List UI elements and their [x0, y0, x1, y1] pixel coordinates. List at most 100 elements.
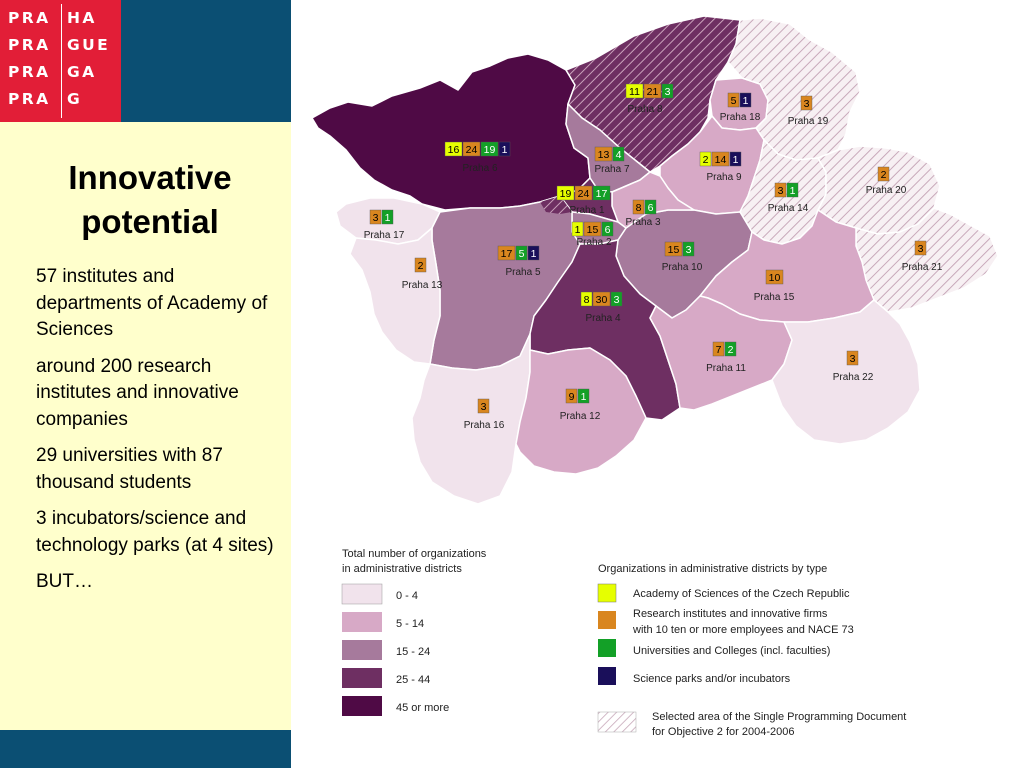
bullet-item: 57 institutes and departments of Academy…	[36, 266, 268, 340]
count-badge-research	[565, 388, 578, 404]
count-badge-value: 15	[587, 224, 599, 236]
count-badge-value: 5	[519, 248, 525, 260]
title-line: Innovative	[68, 159, 232, 196]
count-badge-value: 1	[743, 95, 749, 107]
district-label: Praha 19	[788, 116, 829, 127]
legend-type-label: with 10 ten or more employees and NACE 7…	[632, 624, 854, 636]
count-badge-value: 3	[665, 86, 671, 98]
count-badge-value: 1	[733, 154, 739, 166]
count-badge-value: 19	[560, 188, 572, 200]
count-badge-research	[727, 92, 740, 108]
count-badge-value: 2	[703, 154, 709, 166]
count-badge-value: 1	[575, 224, 581, 236]
district-label: Praha 5	[505, 267, 540, 278]
count-badge-universities	[610, 291, 623, 307]
district-label: Praha 16	[464, 420, 505, 431]
count-badge-value: 3	[481, 401, 487, 413]
legend-total-title: Total number of organizations	[342, 548, 487, 560]
legend-type-label: Science parks and/or incubators	[633, 673, 791, 685]
district-praha-13[interactable]	[349, 227, 441, 365]
title-line: potential	[81, 203, 219, 240]
count-badge-academy	[625, 83, 644, 99]
count-badge-universities	[682, 241, 695, 257]
legend-type-label: Research institutes and innovative firms	[633, 608, 828, 620]
count-badge-universities	[612, 146, 625, 162]
district-praha-22[interactable]	[771, 299, 921, 445]
district-label: Praha 21	[902, 262, 943, 273]
count-badge-value: 5	[731, 95, 737, 107]
district-label: Praha 14	[768, 203, 809, 214]
count-badge-research	[664, 241, 683, 257]
bullet-item: BUT…	[36, 571, 93, 592]
map-legend: Total number of organizations in adminis…	[341, 548, 906, 738]
count-badge-value: 3	[918, 243, 924, 255]
count-badge-value: 6	[648, 202, 654, 214]
district-label: Praha 20	[866, 185, 907, 196]
count-badge-value: 13	[598, 149, 610, 161]
count-badge-research	[914, 240, 927, 256]
legend-swatch-universities	[598, 639, 616, 657]
count-badge-value: 16	[448, 144, 460, 156]
logo-text: GA	[67, 63, 97, 81]
legend-type-title: Organizations in administrative district…	[598, 563, 827, 575]
count-badge-research	[477, 398, 490, 414]
district-label: Praha 2	[576, 237, 611, 248]
count-badge-universities	[480, 141, 499, 157]
legend-class-label: 45 or more	[396, 702, 449, 714]
count-badge-parks	[527, 245, 540, 261]
count-badge-academy	[571, 221, 584, 237]
legend-class-label: 0 - 4	[396, 590, 418, 602]
legend-type-label: Academy of Sciences of the Czech Republi…	[633, 588, 850, 600]
count-badge-value: 21	[647, 86, 659, 98]
count-badge-research	[497, 245, 516, 261]
bullet-item: 29 universities with 87 thousand student…	[36, 445, 223, 493]
count-badge-value: 2	[728, 344, 734, 356]
count-badge-value: 2	[881, 169, 887, 181]
count-badge-value: 8	[636, 202, 642, 214]
count-badge-universities	[381, 209, 394, 225]
count-badge-value: 24	[578, 188, 590, 200]
district-label: Praha 8	[627, 104, 662, 115]
district-praha-16[interactable]	[411, 333, 531, 505]
count-badge-academy	[444, 141, 463, 157]
count-badge-research	[711, 151, 730, 167]
page-title: Innovative potential	[20, 156, 280, 244]
count-badge-value: 6	[605, 224, 611, 236]
district-label: Praha 15	[754, 292, 795, 303]
count-badge-universities	[515, 245, 528, 261]
count-badge-value: 1	[502, 144, 508, 156]
district-praha-6[interactable]	[311, 53, 591, 211]
count-badge-value: 4	[616, 149, 622, 161]
count-badge-research	[583, 221, 602, 237]
count-badge-value: 2	[418, 260, 424, 272]
count-badge-research	[632, 199, 645, 215]
count-badge-value: 3	[686, 244, 692, 256]
count-badge-research	[712, 341, 725, 357]
count-badge-value: 30	[596, 294, 608, 306]
district-label: Praha 4	[585, 313, 620, 324]
legend-swatch-parks	[598, 667, 616, 685]
count-badge-research	[846, 350, 859, 366]
legend-class-label: 25 - 44	[396, 674, 430, 686]
logo-text: PRA	[8, 90, 51, 108]
count-badge-research	[462, 141, 481, 157]
count-badge-parks	[739, 92, 752, 108]
count-badge-value: 3	[614, 294, 620, 306]
district-label: Praha 6	[462, 163, 497, 174]
logo-divider	[61, 4, 62, 118]
prague-logo: PRA HA PRA GUE PRA GA PRA G	[0, 0, 121, 122]
count-badge-academy	[699, 151, 712, 167]
district-label: Praha 13	[402, 280, 443, 291]
count-badge-value: 9	[569, 391, 575, 403]
count-badge-value: 15	[668, 244, 680, 256]
count-badge-research	[594, 146, 613, 162]
district-label: Praha 9	[706, 172, 741, 183]
count-badge-value: 17	[596, 188, 608, 200]
count-badge-research	[774, 182, 787, 198]
count-badge-value: 24	[466, 144, 478, 156]
count-badge-value: 3	[850, 353, 856, 365]
count-badge-academy	[556, 185, 575, 201]
district-praha-12[interactable]	[515, 347, 647, 475]
bullet-item: 3 incubators/science and technology park…	[36, 508, 274, 556]
district-label: Praha 11	[706, 363, 746, 374]
